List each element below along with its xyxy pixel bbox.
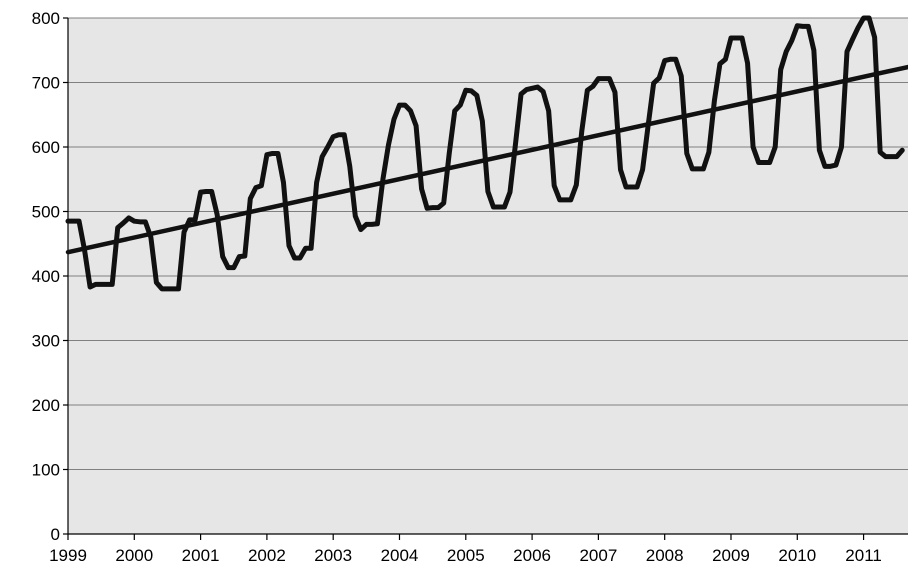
x-axis-ticks: 1999 2000 2001 2002 2003 2004 2005 2006 2007 2008…: [49, 534, 882, 565]
y-tick-label: 100: [32, 461, 60, 480]
x-tick-label: 2011: [845, 546, 882, 565]
x-tick-label: 2007: [579, 546, 617, 565]
y-tick-label: 0: [51, 525, 60, 544]
y-tick-label: 400: [32, 267, 60, 286]
x-tick-label: 2003: [314, 546, 352, 565]
x-tick-label: 2009: [712, 546, 750, 565]
x-tick-label: 2005: [447, 546, 485, 565]
gridlines: [68, 17, 908, 470]
x-tick-label: 2004: [381, 546, 419, 565]
series-line: [65, 15, 905, 292]
trend-line: [65, 64, 908, 255]
y-axis-ticks: 0 100 200 300 400 500 600 700 800: [32, 9, 68, 544]
x-tick-label: 2008: [646, 546, 684, 565]
y-tick-label: 700: [32, 74, 60, 93]
x-tick-label: 2001: [182, 546, 220, 565]
y-tick-label: 800: [32, 9, 60, 28]
x-tick-label: 1999: [49, 546, 87, 565]
y-tick-label: 600: [32, 138, 60, 157]
y-tick-label: 500: [32, 203, 60, 222]
x-tick-label: 2006: [513, 546, 551, 565]
x-tick-label: 2000: [115, 546, 153, 565]
y-tick-label: 300: [32, 332, 60, 351]
x-tick-label: 2002: [248, 546, 286, 565]
y-tick-label: 200: [32, 396, 60, 415]
x-tick-label: 2010: [778, 546, 816, 565]
